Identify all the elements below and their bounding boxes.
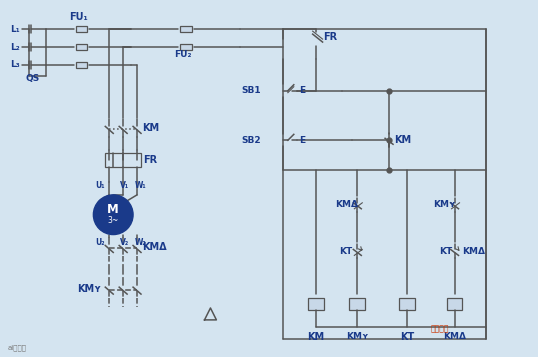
Text: KMΔ: KMΔ — [142, 242, 167, 252]
Text: KM: KM — [394, 135, 411, 145]
Text: KMʏ: KMʏ — [77, 284, 102, 294]
Text: KT: KT — [339, 247, 353, 256]
Text: 电工之家: 电工之家 — [431, 324, 449, 333]
Bar — [349, 298, 365, 310]
Bar — [180, 44, 192, 50]
Bar — [75, 62, 87, 68]
Text: E: E — [299, 136, 305, 145]
Text: W₂: W₂ — [135, 238, 147, 247]
Text: KM: KM — [307, 332, 324, 342]
Text: QS: QS — [26, 74, 40, 83]
Bar — [75, 44, 87, 50]
Text: KMʏ: KMʏ — [433, 200, 455, 209]
Circle shape — [94, 195, 133, 235]
Text: M: M — [108, 203, 119, 216]
Bar — [75, 26, 87, 32]
Text: FR: FR — [323, 32, 338, 42]
Text: KMΔ: KMΔ — [336, 200, 358, 209]
Text: SB2: SB2 — [242, 136, 261, 145]
Text: FR: FR — [143, 155, 157, 165]
Text: W₁: W₁ — [135, 181, 147, 190]
Text: KMʏ: KMʏ — [346, 332, 369, 341]
Bar — [180, 26, 192, 32]
Text: E: E — [299, 86, 305, 95]
Text: ai吸吧吧: ai吸吧吧 — [8, 345, 27, 351]
Text: KMΔ: KMΔ — [443, 332, 466, 341]
Text: KT: KT — [438, 247, 452, 256]
Text: FU₂: FU₂ — [174, 50, 191, 60]
Text: KM: KM — [142, 124, 159, 134]
Text: L₂: L₂ — [10, 42, 20, 51]
Text: FU₁: FU₁ — [69, 12, 88, 22]
Bar — [447, 298, 463, 310]
Text: L₁: L₁ — [10, 25, 20, 34]
Text: L₃: L₃ — [10, 60, 20, 69]
Text: V₂: V₂ — [120, 238, 130, 247]
Text: U₁: U₁ — [95, 181, 105, 190]
Bar — [399, 298, 415, 310]
Text: U₂: U₂ — [95, 238, 105, 247]
Text: KMΔ: KMΔ — [463, 247, 485, 256]
Text: V₁: V₁ — [120, 181, 130, 190]
Text: KT: KT — [400, 332, 414, 342]
Bar — [105, 153, 141, 167]
Bar — [308, 298, 323, 310]
Text: 3~: 3~ — [108, 216, 119, 225]
Text: SB1: SB1 — [242, 86, 261, 95]
